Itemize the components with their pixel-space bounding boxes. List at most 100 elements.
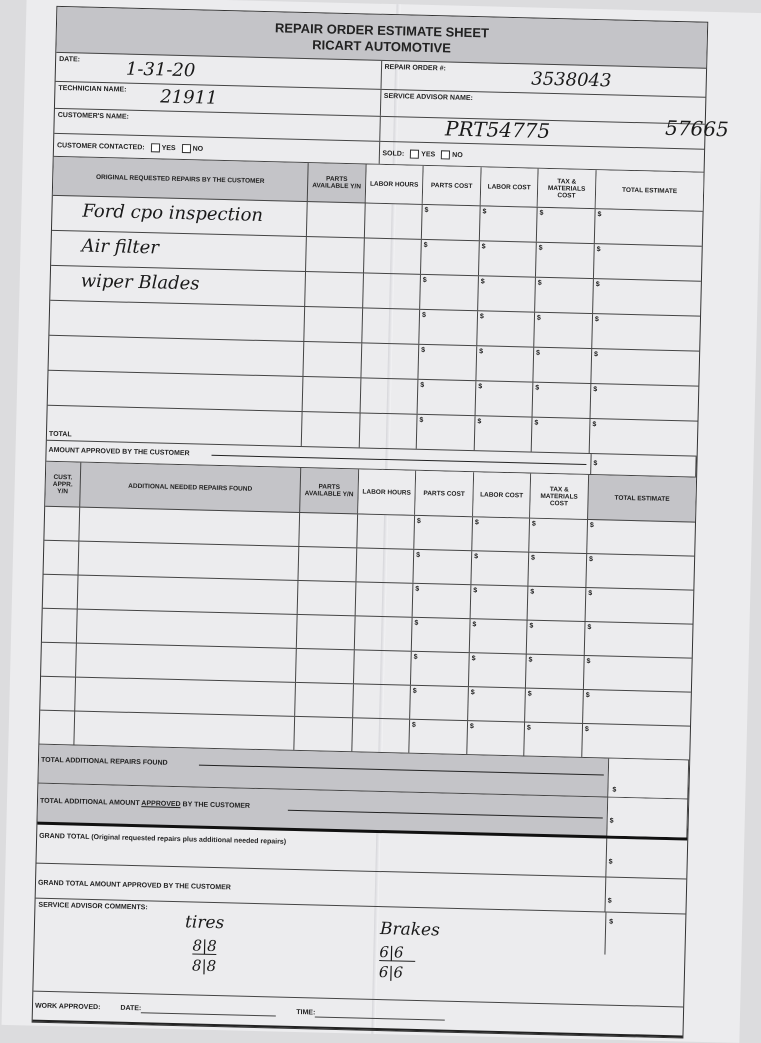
cost-cell[interactable]: $ xyxy=(414,515,474,551)
entry-cell[interactable] xyxy=(302,377,362,413)
cost-cell[interactable]: $ xyxy=(535,277,594,314)
cost-cell[interactable]: $ xyxy=(587,520,695,556)
cost-cell[interactable]: $ xyxy=(526,620,586,655)
cost-cell[interactable]: $ xyxy=(410,651,470,687)
cost-cell[interactable]: $ xyxy=(595,209,703,246)
entry-cell[interactable] xyxy=(364,203,423,239)
cost-cell[interactable]: $ xyxy=(532,382,592,419)
repair-description-cell[interactable] xyxy=(48,335,305,377)
entry-cell[interactable] xyxy=(352,718,411,753)
entry-cell[interactable] xyxy=(294,716,354,752)
amount-approved-value[interactable]: $ xyxy=(591,454,697,477)
cost-cell[interactable]: $ xyxy=(478,276,536,312)
contacted-no-checkbox[interactable] xyxy=(181,143,191,154)
cost-cell[interactable]: $ xyxy=(534,312,594,349)
entry-cell[interactable] xyxy=(74,711,296,750)
entry-cell[interactable] xyxy=(363,273,421,309)
entry-cell[interactable] xyxy=(301,412,361,448)
cost-cell[interactable]: $ xyxy=(529,518,589,553)
cost-cell[interactable]: $ xyxy=(591,349,699,386)
cost-cell[interactable]: $ xyxy=(590,419,698,456)
comments-value[interactable]: $ xyxy=(604,912,617,955)
entry-cell[interactable] xyxy=(78,541,300,580)
cost-cell[interactable]: $ xyxy=(535,242,595,279)
repair-description-cell[interactable]: TOTAL xyxy=(46,405,303,446)
repair-description-cell[interactable] xyxy=(49,300,306,342)
entry-cell[interactable] xyxy=(353,684,411,719)
cost-cell[interactable]: $ xyxy=(468,653,527,688)
cost-cell[interactable]: $ xyxy=(536,207,596,244)
cost-cell[interactable]: $ xyxy=(469,619,528,654)
entry-cell[interactable] xyxy=(306,202,366,238)
contacted-yes-checkbox[interactable] xyxy=(150,143,160,153)
cost-cell[interactable]: $ xyxy=(479,206,538,242)
cost-cell[interactable]: $ xyxy=(419,309,479,346)
cost-cell[interactable]: $ xyxy=(528,552,588,587)
total-additional-found-value[interactable] xyxy=(608,758,690,799)
cost-cell[interactable]: $ xyxy=(468,687,526,722)
cost-cell[interactable]: $ xyxy=(420,274,479,311)
cost-cell[interactable]: $ xyxy=(472,517,531,552)
cost-cell[interactable]: $ xyxy=(525,688,584,723)
entry-cell[interactable] xyxy=(360,378,419,414)
grand-total-approved-value[interactable]: $ xyxy=(607,897,612,905)
entry-cell[interactable] xyxy=(75,677,296,716)
entry-cell[interactable] xyxy=(299,512,359,548)
repair-description-cell[interactable] xyxy=(47,370,304,412)
entry-cell[interactable] xyxy=(43,540,80,575)
cost-cell[interactable]: $ xyxy=(585,622,693,658)
sold-no-checkbox[interactable] xyxy=(441,150,451,160)
cost-cell[interactable]: $ xyxy=(412,583,472,619)
entry-cell[interactable] xyxy=(76,643,297,682)
cost-cell[interactable]: $ xyxy=(411,617,471,653)
entry-cell[interactable] xyxy=(353,650,412,685)
entry-cell[interactable] xyxy=(76,609,298,648)
cost-cell[interactable]: $ xyxy=(475,381,534,417)
cost-cell[interactable]: $ xyxy=(591,384,699,421)
entry-cell[interactable] xyxy=(295,648,355,684)
entry-cell[interactable] xyxy=(77,575,299,614)
entry-cell[interactable] xyxy=(39,710,76,745)
cost-cell[interactable]: $ xyxy=(421,204,481,241)
cost-cell[interactable]: $ xyxy=(533,347,593,384)
sold-yes-checkbox[interactable] xyxy=(410,149,420,159)
approval-time-line[interactable] xyxy=(315,1007,446,1021)
entry-cell[interactable] xyxy=(41,608,78,643)
repair-description-cell[interactable]: Air filter xyxy=(51,230,307,272)
cost-cell[interactable]: $ xyxy=(416,414,476,451)
cost-cell[interactable]: $ xyxy=(477,311,536,347)
cost-cell[interactable]: $ xyxy=(413,549,473,585)
cost-cell[interactable]: $ xyxy=(417,379,477,416)
entry-cell[interactable] xyxy=(44,506,81,541)
cost-cell[interactable]: $ xyxy=(525,654,585,689)
cost-cell[interactable]: $ xyxy=(524,722,584,757)
entry-cell[interactable] xyxy=(364,238,422,274)
entry-cell[interactable] xyxy=(305,272,364,308)
cost-cell[interactable]: $ xyxy=(594,244,702,281)
approval-date-line[interactable] xyxy=(141,1003,277,1017)
cost-cell[interactable]: $ xyxy=(474,416,533,452)
cost-cell[interactable]: $ xyxy=(478,241,537,277)
grand-total-value[interactable]: $ xyxy=(608,858,613,866)
entry-cell[interactable] xyxy=(304,307,364,343)
cost-cell[interactable]: $ xyxy=(582,724,690,760)
entry-cell[interactable] xyxy=(40,676,77,711)
cost-cell[interactable]: $ xyxy=(418,344,478,381)
cost-cell[interactable]: $ xyxy=(527,586,587,621)
entry-cell[interactable] xyxy=(357,514,416,549)
cost-cell[interactable]: $ xyxy=(583,690,691,726)
cost-cell[interactable]: $ xyxy=(586,588,694,624)
cost-cell[interactable]: $ xyxy=(593,279,701,316)
entry-cell[interactable] xyxy=(354,616,413,651)
entry-cell[interactable] xyxy=(306,237,365,273)
entry-cell[interactable] xyxy=(297,580,357,616)
cost-cell[interactable]: $ xyxy=(421,239,480,276)
entry-cell[interactable] xyxy=(296,614,356,650)
repair-description-cell[interactable]: Ford cpo inspection xyxy=(51,195,308,237)
cost-cell[interactable]: $ xyxy=(592,314,700,351)
cost-cell[interactable]: $ xyxy=(467,721,526,756)
entry-cell[interactable] xyxy=(41,642,77,677)
entry-cell[interactable] xyxy=(303,342,363,378)
entry-cell[interactable] xyxy=(356,548,415,583)
cost-cell[interactable]: $ xyxy=(586,554,694,590)
